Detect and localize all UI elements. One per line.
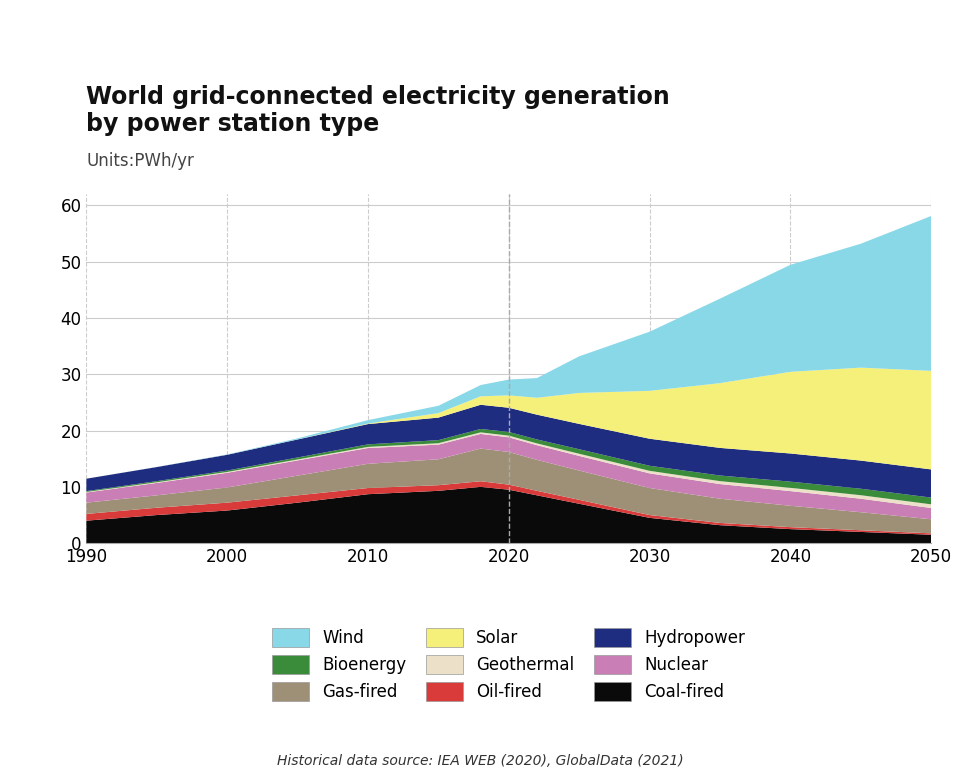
Text: World grid-connected electricity generation
by power station type: World grid-connected electricity generat…	[86, 85, 670, 137]
Text: Units:PWh/yr: Units:PWh/yr	[86, 151, 194, 169]
Legend: Wind, Bioenergy, Gas-fired, Solar, Geothermal, Oil-fired, Hydropower, Nuclear, C: Wind, Bioenergy, Gas-fired, Solar, Geoth…	[273, 629, 745, 701]
Text: Historical data source: IEA WEB (2020), GlobalData (2021): Historical data source: IEA WEB (2020), …	[276, 754, 684, 768]
